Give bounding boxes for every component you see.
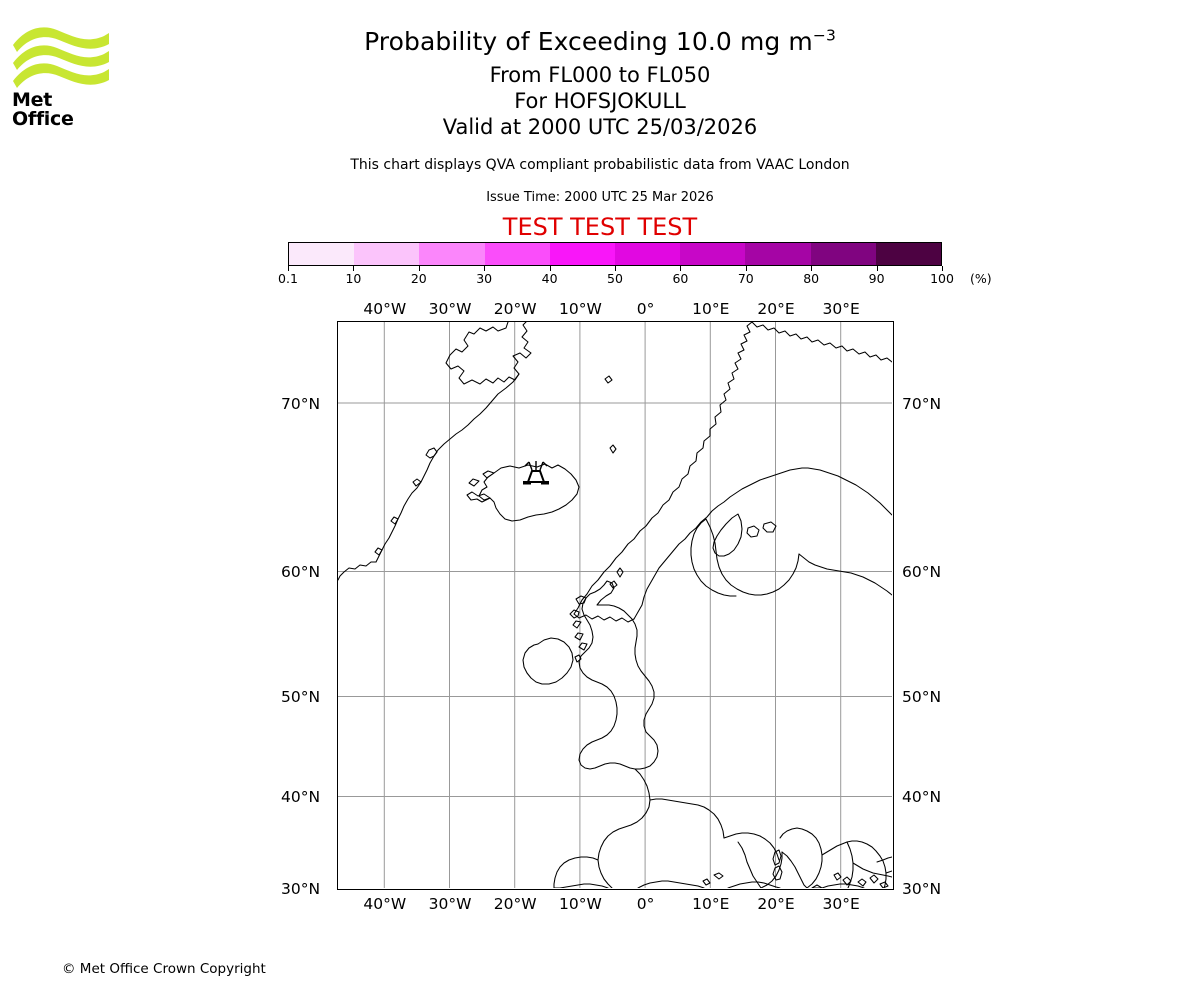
lat-axis-label-right-1: 60°N [902, 563, 942, 581]
map-panel[interactable] [337, 321, 894, 890]
volcano-name-subtitle: For HOFSJOKULL [514, 89, 686, 113]
copyright-text: © Met Office Crown Copyright [62, 961, 266, 977]
colorbar-tick-label-8: 80 [803, 271, 820, 286]
colorbar-segment-7 [745, 243, 811, 265]
colorbar-tick-label-10: 100 [930, 271, 954, 286]
colorbar-tick-label-2: 20 [410, 271, 427, 286]
colorbar-segment-6 [680, 243, 746, 265]
colorbar-tick-6 [680, 266, 682, 271]
colorbar-units-label: (%) [970, 271, 992, 286]
lon-axis-label-top-3: 10°W [558, 300, 602, 318]
page-title-exponent: −3 [812, 26, 836, 45]
lon-axis-label-bottom-1: 30°W [428, 895, 472, 913]
lat-axis-label-left-1: 60°N [281, 563, 321, 581]
lat-axis-label-left-0: 70°N [281, 394, 321, 413]
colorbar-segment-9 [875, 243, 942, 265]
colorbar-tick-8 [811, 266, 813, 271]
lat-axis-label-right-4: 30°N [902, 879, 942, 898]
test-banner: TEST TEST TEST [502, 213, 698, 241]
colorbar-tick-1 [353, 266, 355, 271]
probability-colorbar: 0.1 10 20 30 40 50 60 70 80 90 100 [278, 242, 954, 286]
colorbar-tick-2 [418, 266, 420, 271]
lat-axis-label-right-2: 50°N [902, 688, 942, 706]
colorbar-tick-label-0: 0.1 [278, 271, 298, 286]
lon-axis-label-bottom-5: 10°E [692, 895, 730, 913]
lat-axis-label-left-2: 50°N [281, 688, 321, 706]
lon-axis-label-top-2: 20°W [493, 300, 537, 318]
lon-axis-label-top-4: 0° [636, 300, 655, 318]
colorbar-tick-9 [876, 266, 878, 271]
lon-axis-label-top-7: 30°E [822, 300, 860, 318]
lon-axis-label-top-5: 10°E [692, 300, 730, 318]
qva-compliance-note: This chart displays QVA compliant probab… [350, 157, 850, 173]
colorbar-tick-4 [549, 266, 551, 271]
colorbar-tick-3 [484, 266, 486, 271]
issue-time-text: Issue Time: 2000 UTC 25 Mar 2026 [486, 190, 714, 205]
colorbar-tick-label-4: 40 [541, 271, 558, 286]
volcano-marker-hofsjokull [523, 461, 549, 485]
colorbar-tick-0 [288, 266, 289, 271]
lon-axis-label-bottom-7: 30°E [822, 895, 860, 913]
colorbar-tick-label-6: 60 [672, 271, 689, 286]
colorbar-segment-3 [484, 243, 550, 265]
met-office-waves-icon [13, 27, 109, 88]
page-title: Probability of Exceeding 10.0 mg m−3 [0, 27, 1200, 56]
lon-axis-label-bottom-0: 40°W [363, 895, 407, 913]
page-title-text: Probability of Exceeding 10.0 mg m [364, 27, 813, 56]
valid-time-subtitle: Valid at 2000 UTC 25/03/2026 [442, 115, 758, 139]
colorbar-tick-7 [745, 266, 747, 271]
map-coastlines [338, 322, 892, 888]
lon-axis-label-top-1: 30°W [428, 300, 472, 318]
met-office-logo: Met Office [12, 22, 112, 129]
colorbar-gradient [288, 242, 942, 266]
met-office-wordmark: Met Office [12, 89, 74, 130]
lon-axis-label-bottom-4: 0° [636, 895, 655, 913]
map-gridlines [338, 322, 892, 888]
colorbar-tick-label-7: 70 [737, 271, 754, 286]
colorbar-segment-1 [354, 243, 420, 265]
colorbar-segment-4 [549, 243, 616, 265]
colorbar-tick-label-3: 30 [476, 271, 493, 286]
flight-level-subtitle: From FL000 to FL050 [489, 63, 711, 87]
lon-axis-label-top-0: 40°W [363, 300, 407, 318]
lon-axis-label-bottom-3: 10°W [558, 895, 602, 913]
lat-axis-label-left-3: 40°N [281, 788, 321, 806]
colorbar-tick-label-9: 90 [868, 271, 885, 286]
colorbar-segment-8 [810, 243, 876, 265]
lat-axis-label-left-4: 30°N [281, 879, 321, 898]
lon-axis-label-top-6: 20°E [757, 300, 795, 318]
colorbar-tick-label-5: 50 [607, 271, 623, 286]
lon-axis-label-bottom-6: 20°E [757, 895, 795, 913]
map-canvas [338, 322, 892, 888]
colorbar-tick-label-1: 10 [345, 271, 362, 286]
colorbar-tick-5 [615, 266, 616, 271]
colorbar-segment-0 [289, 243, 355, 265]
colorbar-segment-5 [615, 243, 681, 265]
colorbar-segment-2 [419, 243, 485, 265]
colorbar-tick-10 [942, 266, 943, 271]
lat-axis-label-right-3: 40°N [902, 788, 942, 806]
lat-axis-label-right-0: 70°N [902, 394, 942, 413]
lon-axis-label-bottom-2: 20°W [493, 895, 537, 913]
